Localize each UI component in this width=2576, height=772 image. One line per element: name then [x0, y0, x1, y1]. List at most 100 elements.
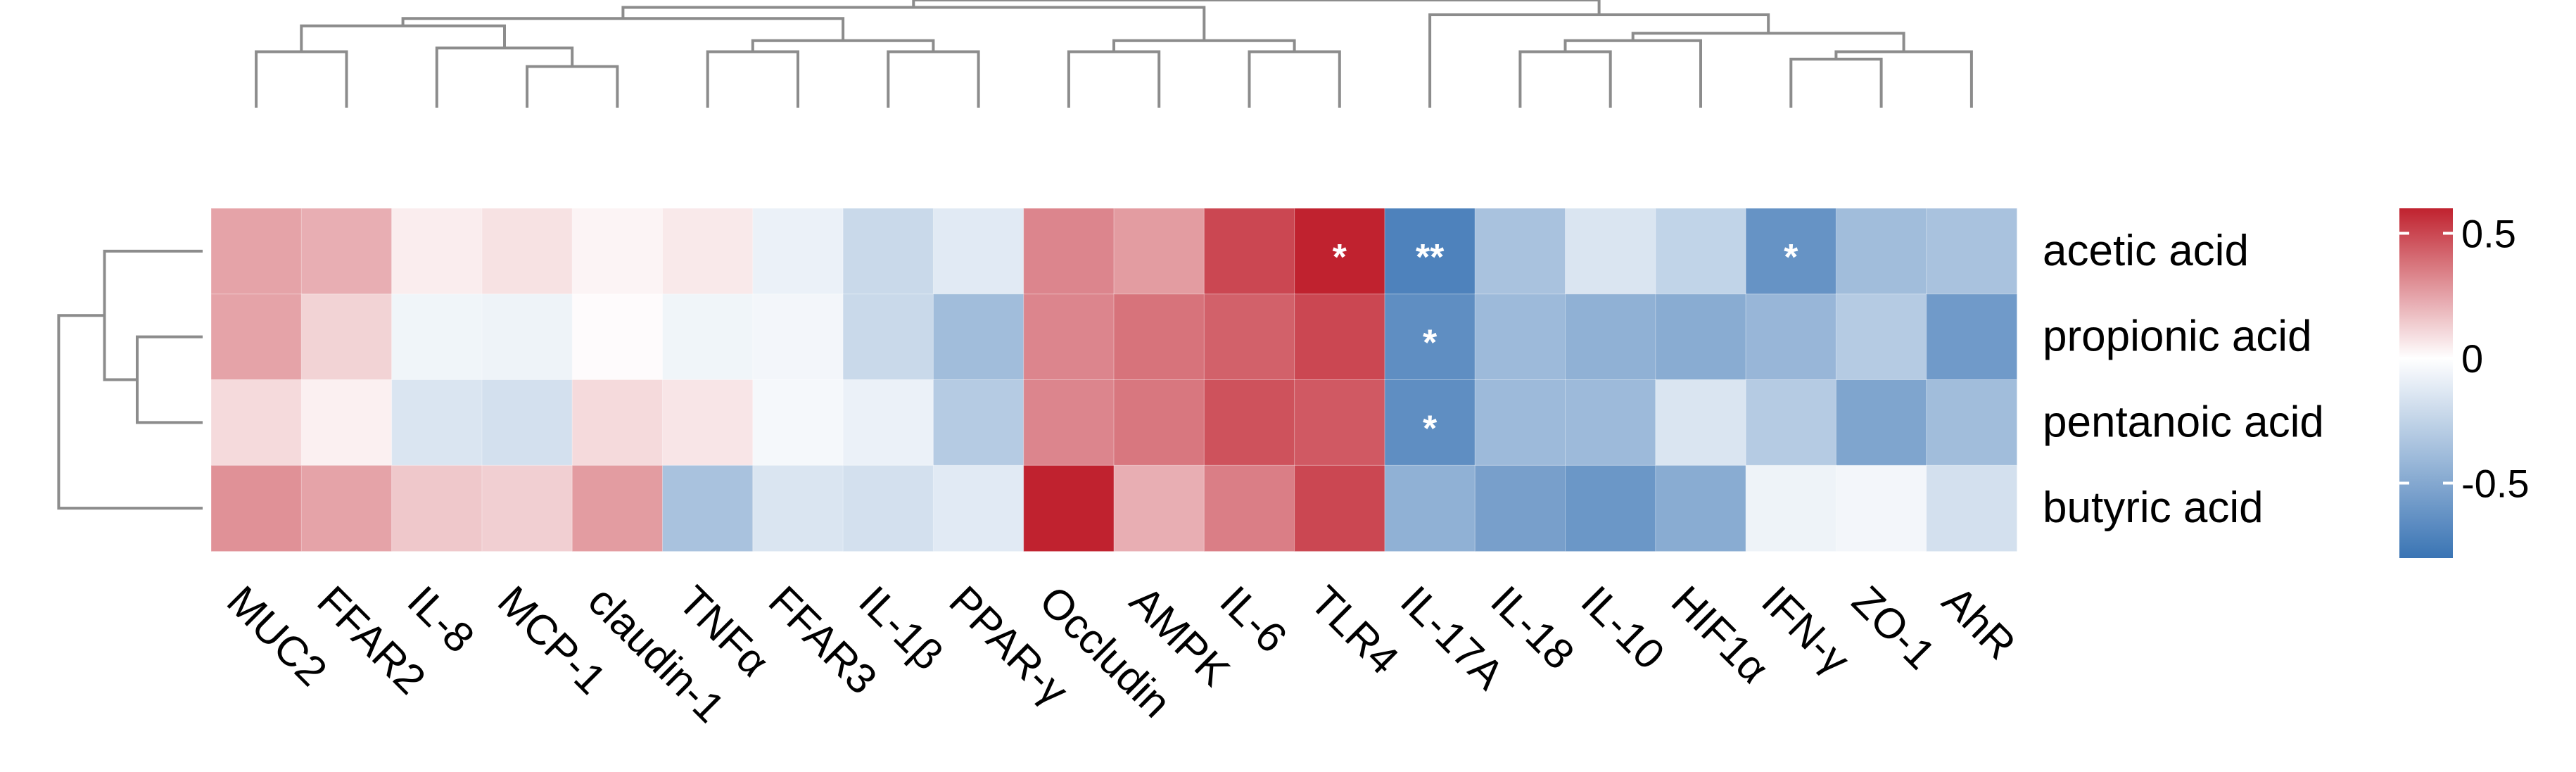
- column-label-muc2: MUC2: [218, 577, 336, 695]
- heatmap-cell-propionic-acid-il-6: [1203, 293, 1295, 381]
- heatmap-cell-butyric-acid-ffar2: [300, 464, 393, 552]
- row-dendrogram-branch: [57, 314, 203, 510]
- heatmap-cell-pentanoic-acid-ffar3: [752, 379, 844, 467]
- heatmap-cell-propionic-acid-muc2: [210, 293, 303, 381]
- column-dendrogram-branch: [526, 65, 619, 103]
- column-label-ahr: AhR: [1934, 577, 2025, 669]
- column-dendrogram-branch: [1067, 50, 1161, 103]
- heatmap-cell-propionic-acid-il-18: [1474, 293, 1566, 381]
- colorbar-tick-label: 0: [2461, 336, 2483, 381]
- heatmap-cell-acetic-acid-tnf: [662, 208, 754, 295]
- colorbar-tick-label: 0.5: [2461, 212, 2516, 256]
- heatmap-cell-butyric-acid-ffar3: [752, 464, 844, 552]
- heatmap-cell-propionic-acid-ffar3: [752, 293, 844, 381]
- heatmap-cell-butyric-acid-tlr4: [1294, 464, 1385, 552]
- column-dendrogram-branch: [435, 46, 574, 103]
- heatmap-cell-acetic-acid-ppar: [932, 208, 1024, 295]
- heatmap-cell-butyric-acid-muc2: [210, 464, 303, 552]
- heatmap-cell-pentanoic-acid-il-1: [842, 379, 934, 467]
- heatmap-cell-acetic-acid-il-1: [842, 208, 934, 295]
- column-dendrogram: [255, 0, 1973, 108]
- heatmap-cell-butyric-acid-tnf: [662, 464, 754, 552]
- significance-star: *: [1423, 323, 1438, 364]
- significance-annotations: * ** ***: [1333, 237, 1799, 450]
- heatmap-cell-butyric-acid-claudin-1: [571, 464, 664, 552]
- row-dendrogram-branch: [136, 335, 203, 424]
- heatmap-cell-pentanoic-acid-occludin: [1023, 379, 1115, 467]
- heatmap-cell-acetic-acid-zo-1: [1835, 208, 1927, 295]
- column-label-hif1: HIF1α: [1663, 577, 1778, 692]
- heatmap-cell-pentanoic-acid-il-18: [1474, 379, 1566, 467]
- heatmap-cell-butyric-acid-il-10: [1565, 464, 1656, 552]
- heatmap-cell-pentanoic-acid-il-17a: [1384, 379, 1476, 467]
- heatmap-cell-pentanoic-acid-hif1: [1655, 379, 1747, 467]
- heatmap-cell-pentanoic-acid-il-10: [1565, 379, 1656, 467]
- heatmap-cell-propionic-acid-ifn: [1745, 293, 1837, 381]
- column-dendrogram-branch: [706, 50, 799, 103]
- colorbar-gradient: [2399, 208, 2453, 558]
- heatmap-cell-butyric-acid-occludin: [1023, 464, 1115, 552]
- column-dendrogram-branch: [1428, 13, 1770, 103]
- heatmap-cell-pentanoic-acid-mcp-1: [481, 379, 573, 467]
- heatmap-cell-pentanoic-acid-ampk: [1113, 379, 1205, 467]
- heatmap-cell-propionic-acid-il-1: [842, 293, 934, 381]
- column-label-il-10: IL-10: [1573, 577, 1674, 678]
- heatmap-cell-butyric-acid-mcp-1: [481, 464, 573, 552]
- row-label-pentanoic-acid: pentanoic acid: [2043, 398, 2324, 446]
- heatmap-cell-propionic-acid-tnf: [662, 293, 754, 381]
- column-label-tlr4: TLR4: [1302, 577, 1408, 683]
- significance-star: *: [1784, 237, 1798, 278]
- heatmap-cell-acetic-acid-tlr4: [1294, 208, 1385, 295]
- heatmap-cell-propionic-acid-zo-1: [1835, 293, 1927, 381]
- heatmap-cells: [210, 208, 2018, 552]
- row-label-propionic-acid: propionic acid: [2043, 312, 2312, 361]
- significance-star: *: [1423, 408, 1438, 449]
- heatmap-cell-pentanoic-acid-tnf: [662, 379, 754, 467]
- column-dendrogram-branch: [1248, 50, 1341, 103]
- column-dendrogram-branch: [1631, 32, 1905, 52]
- heatmap-cell-butyric-acid-ppar: [932, 464, 1024, 552]
- heatmap-cell-acetic-acid-ahr: [1926, 208, 2018, 295]
- heatmap-cell-pentanoic-acid-ahr: [1926, 379, 2018, 467]
- heatmap-cell-pentanoic-acid-claudin-1: [571, 379, 664, 467]
- heatmap-cell-propionic-acid-ppar: [932, 293, 1024, 381]
- row-dendrogram-branch: [103, 249, 203, 381]
- row-labels: acetic acid propionic acid pentanoic acid b…: [2043, 227, 2324, 532]
- heatmap-cell-acetic-acid-ifn: [1745, 208, 1837, 295]
- row-label-butyric-acid: butyric acid: [2043, 483, 2264, 532]
- column-dendrogram-branch: [1563, 39, 1702, 103]
- heatmap-cell-butyric-acid-zo-1: [1835, 464, 1927, 552]
- heatmap-cell-acetic-acid-il-6: [1203, 208, 1295, 295]
- heatmap-cell-pentanoic-acid-ifn: [1745, 379, 1837, 467]
- heatmap-cell-acetic-acid-hif1: [1655, 208, 1747, 295]
- heatmap-cell-pentanoic-acid-ppar: [932, 379, 1024, 467]
- heatmap-cell-pentanoic-acid-tlr4: [1294, 379, 1385, 467]
- heatmap-cell-pentanoic-acid-ffar2: [300, 379, 393, 467]
- heatmap-cell-butyric-acid-il-17a: [1384, 464, 1476, 552]
- heatmap-cell-acetic-acid-ffar2: [300, 208, 393, 295]
- heatmap-cell-acetic-acid-il-8: [391, 208, 483, 295]
- heatmap-cell-butyric-acid-il-6: [1203, 464, 1295, 552]
- colorbar: 0.5 0 -0.5: [2399, 208, 2530, 558]
- heatmap-cell-acetic-acid-claudin-1: [571, 208, 664, 295]
- heatmap-cell-butyric-acid-ahr: [1926, 464, 2018, 552]
- heatmap-cell-propionic-acid-il-17a: [1384, 293, 1476, 381]
- heatmap-cell-pentanoic-acid-muc2: [210, 379, 303, 467]
- column-dendrogram-branch: [1112, 39, 1296, 52]
- heatmap-cell-pentanoic-acid-il-6: [1203, 379, 1295, 467]
- heatmap-cell-butyric-acid-il-18: [1474, 464, 1566, 552]
- heatmap-cell-propionic-acid-tlr4: [1294, 293, 1385, 381]
- heatmap-cell-pentanoic-acid-zo-1: [1835, 379, 1927, 467]
- column-dendrogram-branch: [1518, 50, 1612, 103]
- column-dendrogram-branch: [887, 50, 980, 103]
- heatmap-cell-butyric-acid-hif1: [1655, 464, 1747, 552]
- heatmap-cell-acetic-acid-ffar3: [752, 208, 844, 295]
- heatmap-cell-pentanoic-acid-il-8: [391, 379, 483, 467]
- column-label-il-17a: IL-17A: [1392, 577, 1513, 698]
- heatmap-cell-butyric-acid-ifn: [1745, 464, 1837, 552]
- heatmap-cell-propionic-acid-ffar2: [300, 293, 393, 381]
- heatmap-cell-propionic-acid-mcp-1: [481, 293, 573, 381]
- heatmap-cell-butyric-acid-il-1: [842, 464, 934, 552]
- column-dendrogram-branch: [912, 0, 1601, 15]
